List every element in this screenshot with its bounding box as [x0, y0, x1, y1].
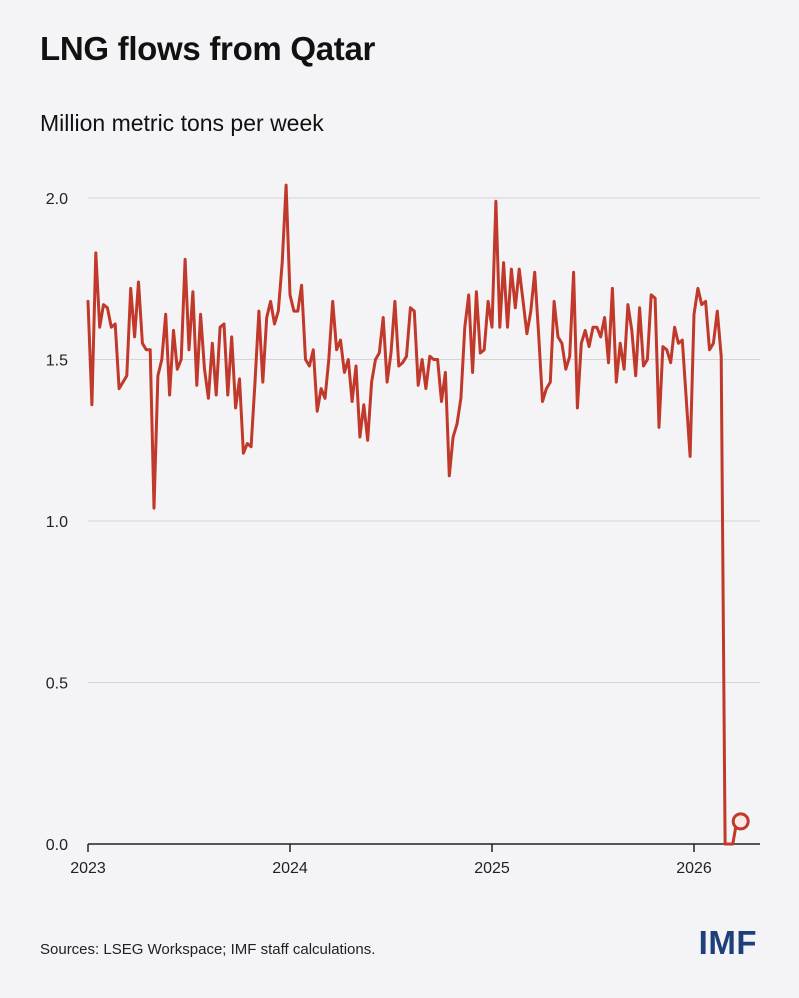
y-tick-label: 1.0 — [46, 514, 68, 531]
x-axis-labels: 2023 2024 2025 2026 — [70, 844, 712, 877]
y-tick-label: 2.0 — [46, 191, 68, 208]
y-axis-labels: 0.0 0.5 1.0 1.5 2.0 — [46, 191, 68, 854]
imf-logo: IMF — [698, 924, 757, 961]
series-layer — [86, 183, 750, 846]
chart-title: LNG flows from Qatar — [40, 30, 376, 67]
x-tick-label: 2024 — [272, 860, 308, 877]
x-tick-label: 2023 — [70, 860, 106, 877]
y-tick-label: 1.5 — [46, 353, 68, 370]
y-tick-label: 0.0 — [46, 837, 68, 854]
series-line — [86, 183, 739, 846]
source-note: Sources: LSEG Workspace; IMF staff calcu… — [40, 941, 376, 958]
y-tick-label: 0.5 — [46, 676, 68, 693]
chart-subtitle: Million metric tons per week — [40, 110, 324, 136]
x-tick-label: 2026 — [676, 860, 712, 877]
gridlines — [88, 197, 760, 683]
latest-value-marker — [731, 812, 750, 831]
x-tick-label: 2025 — [474, 860, 510, 877]
